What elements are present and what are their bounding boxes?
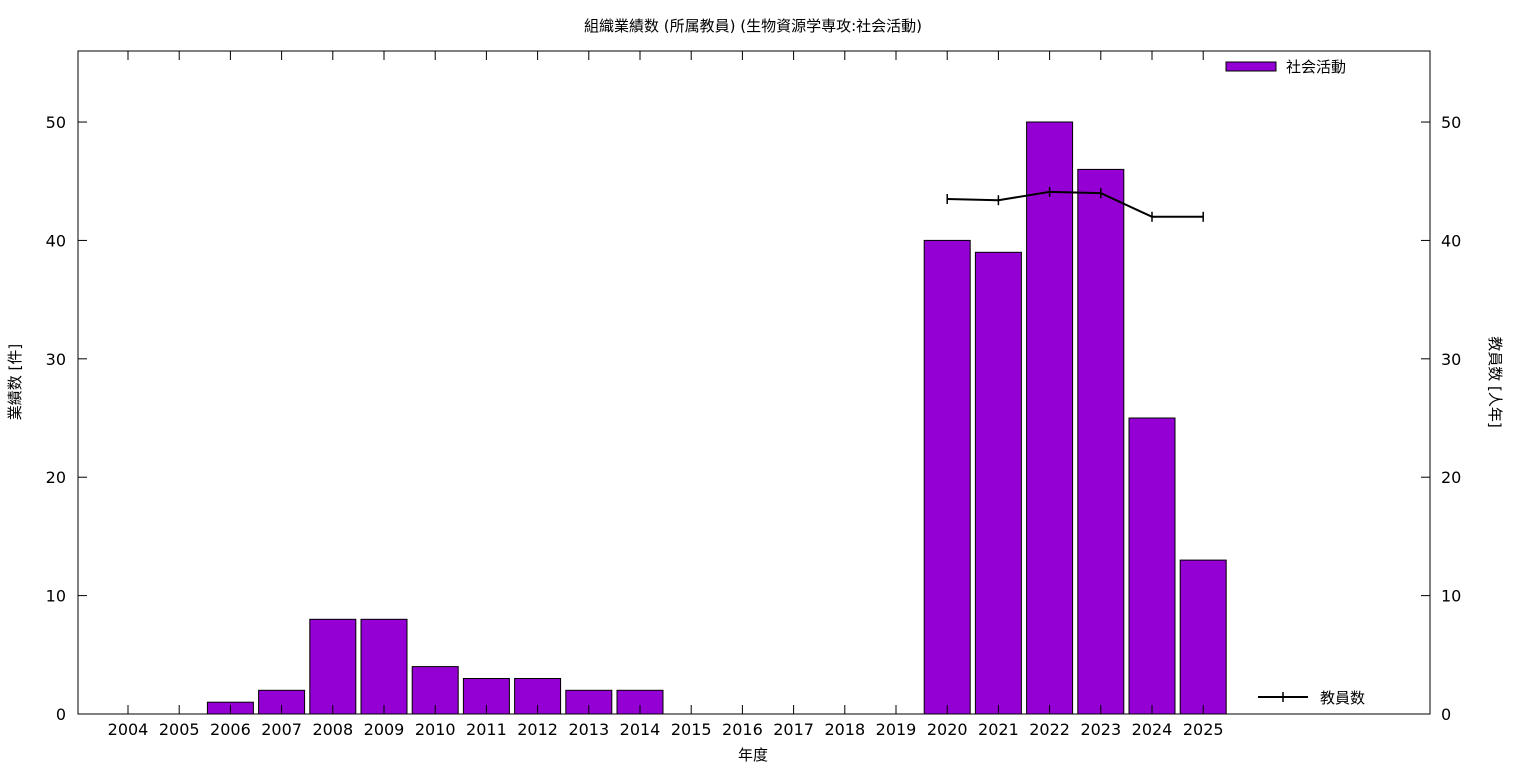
line-series-teachers bbox=[947, 190, 1204, 218]
y-tick-label: 40 bbox=[46, 231, 66, 250]
y-tick-label: 50 bbox=[46, 113, 66, 132]
chart-title: 組織業績数 (所属教員) (生物資源学専攻:社会活動) bbox=[584, 17, 922, 35]
x-tick-label: 2012 bbox=[517, 720, 558, 739]
bar-2008 bbox=[309, 618, 357, 715]
y-tick-label: 20 bbox=[46, 468, 66, 487]
y-axis-ticks: 0 10 20 30 40 50 bbox=[46, 113, 87, 724]
x-tick-label: 2014 bbox=[620, 720, 661, 739]
legend-bar: 社会活動 bbox=[1225, 58, 1346, 76]
y-axis-label: 業績数 [件] bbox=[6, 344, 24, 420]
x-tick-label: 2021 bbox=[978, 720, 1019, 739]
bar-2020 bbox=[923, 239, 971, 715]
legend-line-label: 教員数 bbox=[1320, 689, 1365, 707]
x-axis-label: 年度 bbox=[738, 746, 768, 764]
x-tick-label: 2004 bbox=[108, 720, 149, 739]
y-tick-label: 10 bbox=[46, 587, 66, 606]
y2-tick-label: 30 bbox=[1441, 350, 1461, 369]
x-tick-label: 2005 bbox=[159, 720, 200, 739]
bars bbox=[206, 121, 1227, 715]
legend-bar-label: 社会活動 bbox=[1286, 58, 1346, 76]
bar-2022 bbox=[1026, 121, 1074, 715]
y2-tick-label: 0 bbox=[1441, 705, 1451, 724]
legend-bar-swatch bbox=[1225, 61, 1277, 72]
x-tick-label: 2006 bbox=[210, 720, 251, 739]
x-tick-label: 2007 bbox=[261, 720, 302, 739]
y2-axis-ticks: 0 10 20 30 40 50 bbox=[1421, 113, 1461, 724]
bar-2009 bbox=[360, 618, 408, 715]
y-tick-label: 0 bbox=[56, 705, 66, 724]
x-tick-label: 2017 bbox=[773, 720, 814, 739]
plot-frame bbox=[77, 50, 1431, 715]
bar-2025 bbox=[1179, 559, 1227, 715]
bar-2023 bbox=[1077, 168, 1125, 715]
y2-tick-label: 40 bbox=[1441, 231, 1461, 250]
line-layer bbox=[946, 186, 1204, 222]
x-tick-label: 2011 bbox=[466, 720, 507, 739]
x-tick-label: 2009 bbox=[364, 720, 405, 739]
x-tick-label: 2023 bbox=[1080, 720, 1121, 739]
y2-tick-label: 10 bbox=[1441, 587, 1461, 606]
x-tick-label: 2016 bbox=[722, 720, 763, 739]
x-tick-label: 2010 bbox=[415, 720, 456, 739]
x-tick-label: 2013 bbox=[568, 720, 609, 739]
x-axis-ticks: 2004 2005 2006 2007 2008 2009 2010 2011 2012 2013… bbox=[108, 51, 1224, 739]
bar-2021 bbox=[974, 251, 1022, 715]
y2-tick-label: 50 bbox=[1441, 113, 1461, 132]
x-tick-label: 2015 bbox=[671, 720, 712, 739]
x-tick-label: 2020 bbox=[927, 720, 968, 739]
y-tick-label: 30 bbox=[46, 350, 66, 369]
x-tick-label: 2024 bbox=[1132, 720, 1173, 739]
x-tick-label: 2018 bbox=[824, 720, 865, 739]
x-tick-label: 2022 bbox=[1029, 720, 1070, 739]
y2-axis-label: 教員数 [人年] bbox=[1486, 336, 1504, 427]
x-tick-label: 2019 bbox=[876, 720, 917, 739]
bar-2024 bbox=[1128, 417, 1176, 715]
x-tick-label: 2008 bbox=[312, 720, 353, 739]
x-tick-label: 2025 bbox=[1183, 720, 1224, 739]
legend-line: 教員数 bbox=[1258, 689, 1365, 707]
y2-tick-label: 20 bbox=[1441, 468, 1461, 487]
